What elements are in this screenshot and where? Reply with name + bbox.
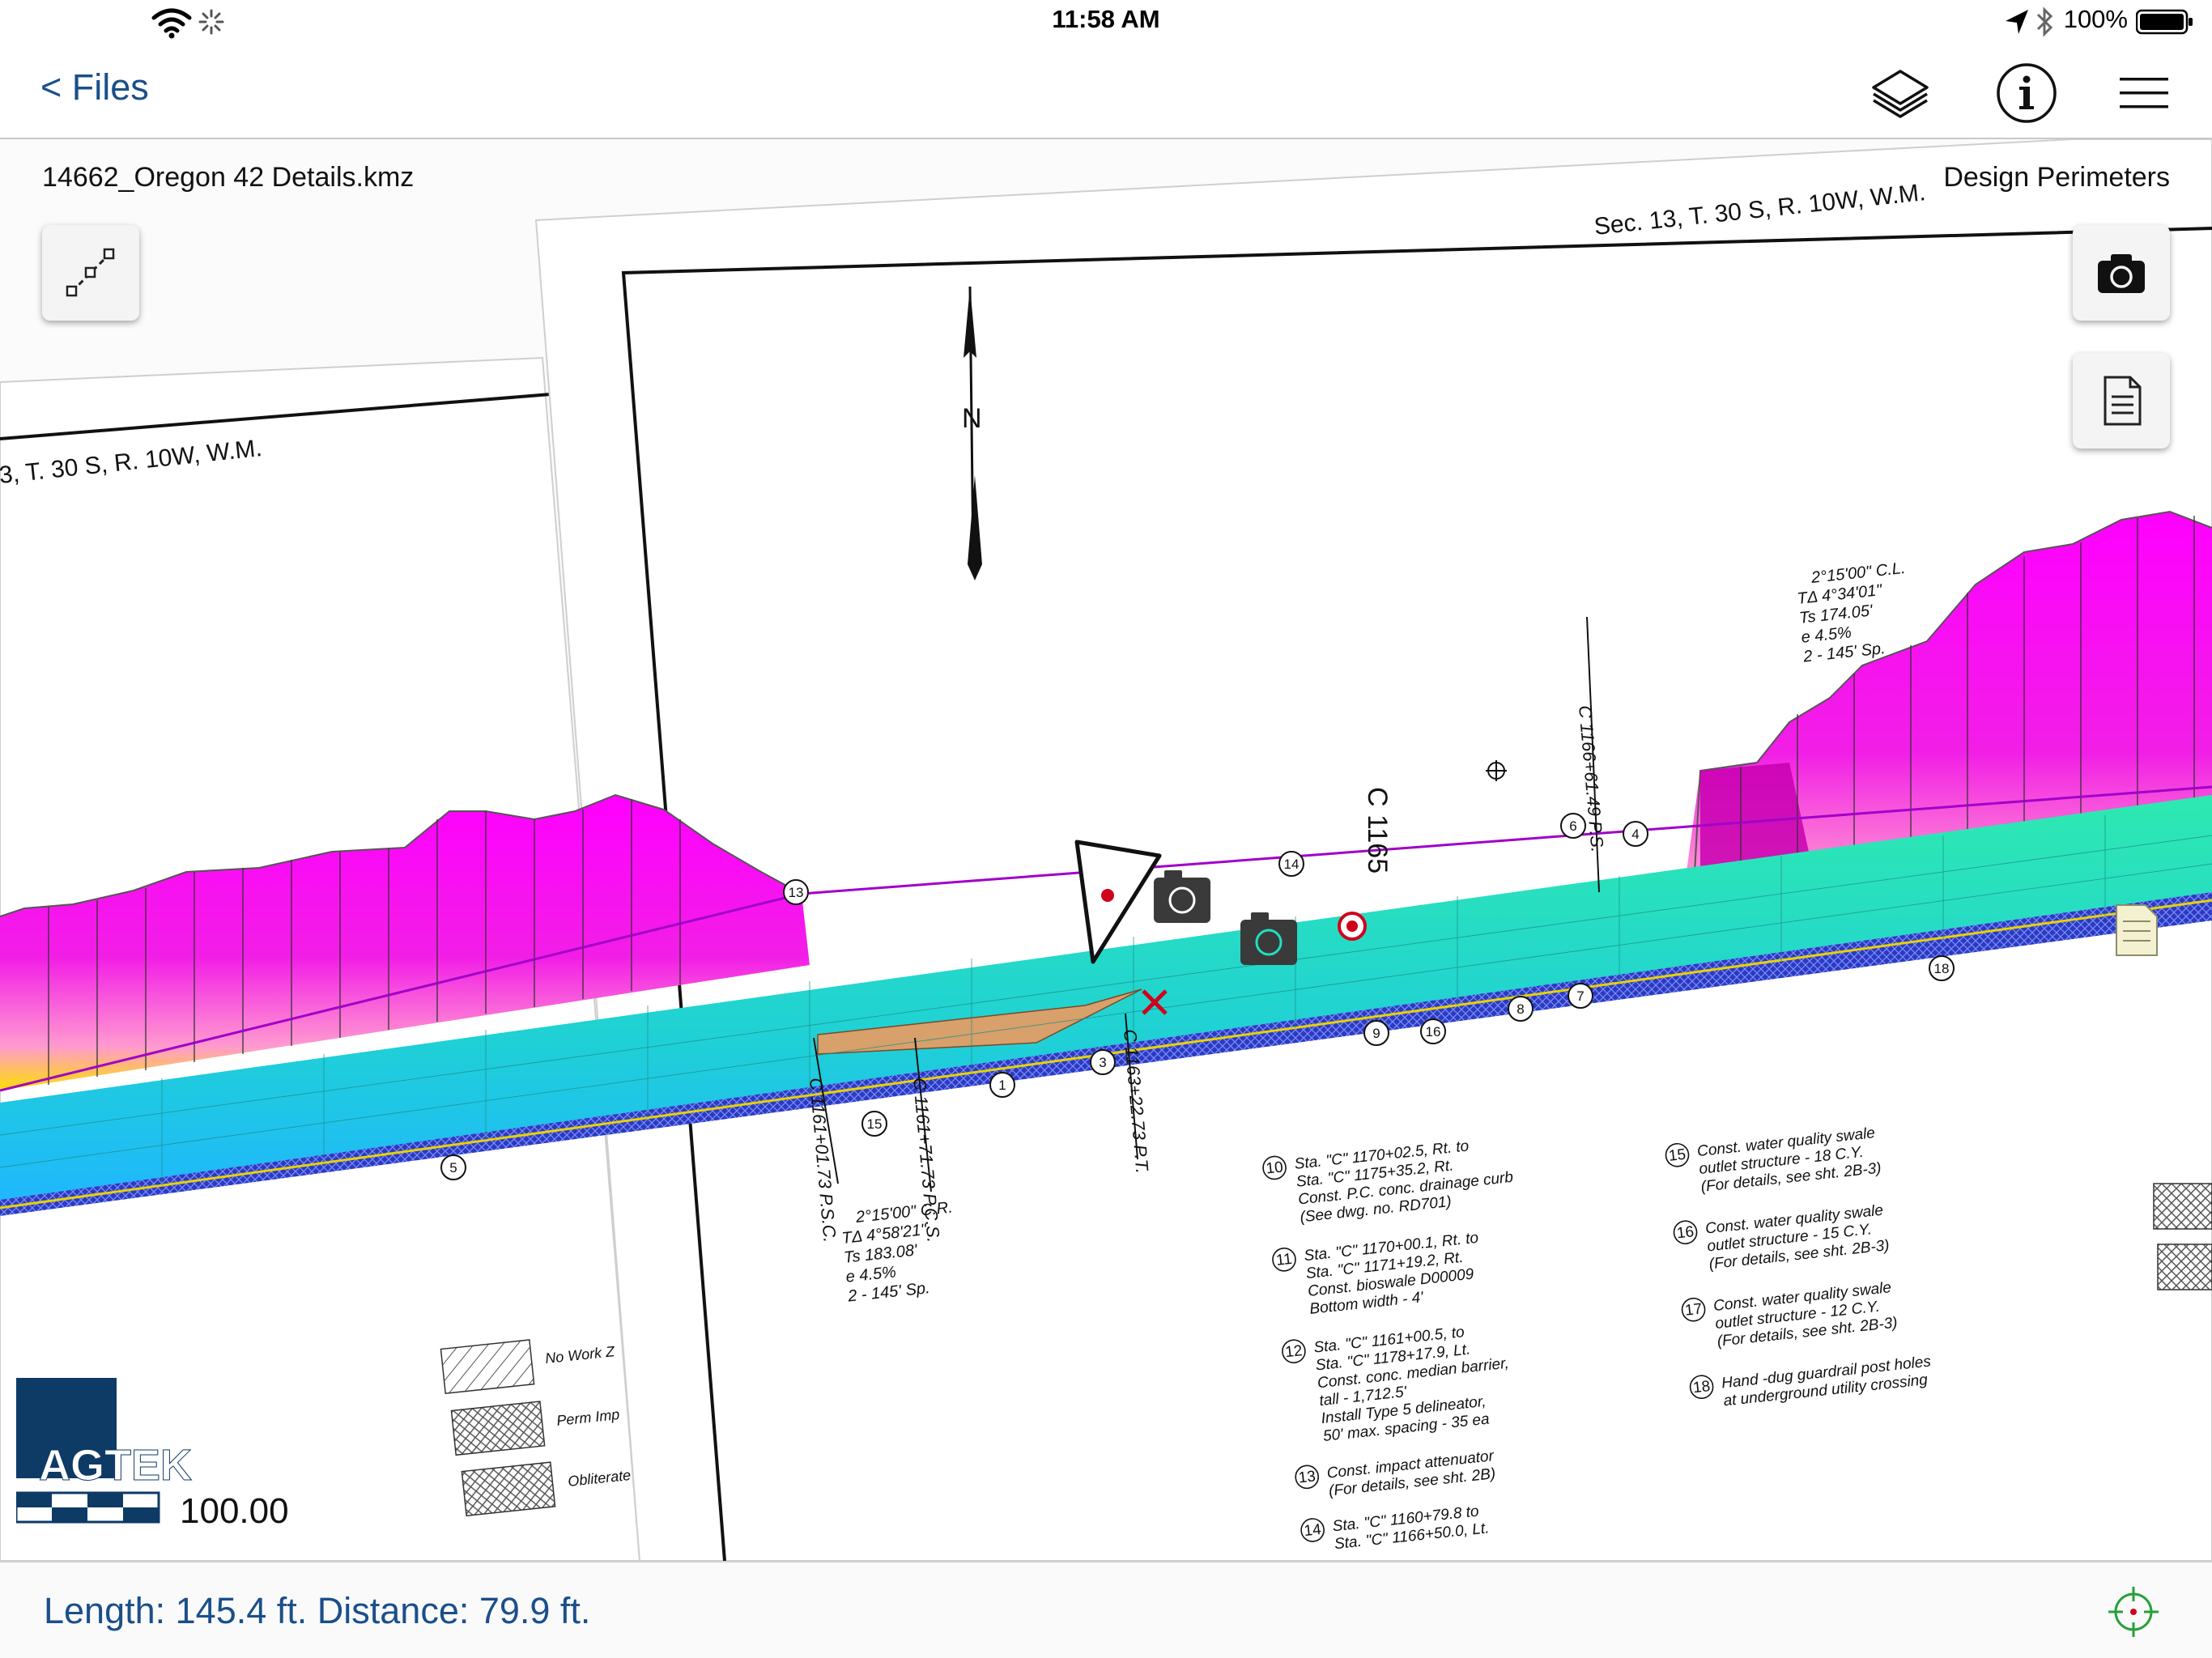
hamburger-menu-icon [2120, 78, 2168, 108]
layers-button[interactable] [1867, 60, 1933, 126]
location-arrow-icon [2006, 10, 2028, 34]
spinner-icon [198, 9, 224, 35]
scale-value: 100.00 [180, 1491, 289, 1531]
survey-monument-icon [1486, 760, 1507, 781]
svg-text:16: 16 [1676, 1223, 1695, 1242]
status-bar: 11:58 AM 100% [0, 0, 2212, 45]
svg-text:18: 18 [1934, 961, 1950, 976]
photo-marker[interactable] [1240, 912, 1297, 965]
battery-percent: 100% [2063, 5, 2128, 33]
north-arrow: N [962, 286, 982, 580]
callout-16: 16 [1420, 1018, 1446, 1044]
agtek-logo: AGTEK [15, 1378, 308, 1540]
document-button[interactable] [2073, 353, 2170, 449]
station-labels: C 1161+01.73 P.S.C. C 1161+71.73 P.C.S. … [806, 616, 1608, 1244]
user-location-marker[interactable] [1074, 840, 1162, 964]
svg-text:15: 15 [867, 1116, 883, 1132]
callout-4: 4 [1623, 821, 1648, 847]
active-layer-name: Design Perimeters [1943, 162, 2170, 193]
svg-text:8: 8 [1516, 1001, 1524, 1017]
document-icon [2104, 376, 2142, 426]
scale-bar [15, 1491, 160, 1524]
camera-icon [2098, 254, 2145, 293]
callout-15: 15 [861, 1111, 887, 1137]
callout-7: 7 [1568, 983, 1593, 1009]
callout-5: 5 [440, 1154, 466, 1180]
svg-text:7: 7 [1576, 988, 1584, 1004]
callout-markers: 13 14 15 1 3 4 5 6 7 8 9 16 18 [440, 813, 1955, 1180]
document-marker[interactable] [2116, 904, 2158, 956]
north-label: N [962, 403, 982, 434]
measurement-readout: Length: 145.4 ft. Distance: 79.9 ft. [44, 1590, 591, 1631]
station-c1165: C 1165 [1362, 787, 1393, 874]
callout-6: 6 [1560, 813, 1586, 839]
svg-text:12: 12 [1284, 1342, 1303, 1361]
svg-text:4: 4 [1631, 827, 1639, 842]
callout-14: 14 [1278, 851, 1304, 877]
svg-text:14: 14 [1304, 1521, 1323, 1540]
back-to-files-button[interactable]: < Files [40, 66, 149, 108]
target-point-marker[interactable] [1338, 912, 1367, 941]
camera-button[interactable] [2073, 225, 2170, 321]
svg-text:14: 14 [1284, 857, 1300, 872]
measure-line-icon [66, 248, 115, 297]
info-icon [1997, 63, 2057, 123]
menu-button[interactable] [2110, 60, 2176, 126]
callout-13: 13 [783, 879, 809, 905]
svg-text:3: 3 [1099, 1055, 1106, 1070]
battery-icon [2136, 9, 2193, 35]
photo-marker[interactable] [1154, 870, 1210, 923]
sheet-legend: No Work Z Perm Imp Obliterate [440, 1183, 2212, 1517]
plan-drawing[interactable]: 3, T. 30 S, R. 10W, W.M. Sec. 13, T. 30 … [0, 139, 2212, 1561]
svg-text:13: 13 [789, 885, 804, 900]
map-view[interactable]: 3, T. 30 S, R. 10W, W.M. Sec. 13, T. 30 … [0, 139, 2212, 1561]
callout-9: 9 [1363, 1020, 1389, 1046]
svg-text:17: 17 [1684, 1301, 1703, 1320]
svg-text:10: 10 [1266, 1158, 1284, 1177]
bluetooth-icon [2036, 6, 2053, 37]
svg-text:16: 16 [1426, 1024, 1441, 1039]
svg-text:1: 1 [998, 1078, 1006, 1093]
wifi-icon [151, 8, 192, 39]
logo-text: AGTEK [39, 1441, 192, 1490]
note-11: 11 Sta. "C" 1170+00.1, Rt. to Sta. "C" 1… [1272, 1230, 1479, 1318]
status-time: 11:58 AM [1052, 5, 1160, 33]
note-16: 16 Const. water quality swale outlet str… [1673, 1202, 1891, 1273]
measure-tool-button[interactable] [42, 225, 139, 321]
crosshair-icon [2108, 1587, 2159, 1637]
info-button[interactable] [1993, 60, 2060, 126]
callout-8: 8 [1508, 996, 1534, 1022]
callout-18: 18 [1929, 955, 1955, 981]
svg-text:13: 13 [1298, 1468, 1317, 1486]
layers-icon [1872, 70, 1929, 118]
measurement-bar: Length: 145.4 ft. Distance: 79.9 ft. [0, 1561, 2212, 1658]
locate-me-button[interactable] [2104, 1582, 2163, 1642]
measure-point-marker[interactable] [1142, 989, 1168, 1015]
svg-text:11: 11 [1275, 1251, 1293, 1269]
svg-text:15: 15 [1668, 1146, 1687, 1165]
svg-text:6: 6 [1569, 818, 1576, 834]
callout-1: 1 [989, 1072, 1015, 1098]
svg-text:18: 18 [1692, 1378, 1711, 1397]
callout-3: 3 [1090, 1049, 1116, 1075]
svg-text:9: 9 [1372, 1026, 1380, 1041]
file-name: 14662_Oregon 42 Details.kmz [42, 162, 415, 193]
svg-text:5: 5 [449, 1160, 457, 1175]
terrain-cut-left [0, 793, 810, 1090]
navigation-bar: < Files [0, 45, 2212, 139]
